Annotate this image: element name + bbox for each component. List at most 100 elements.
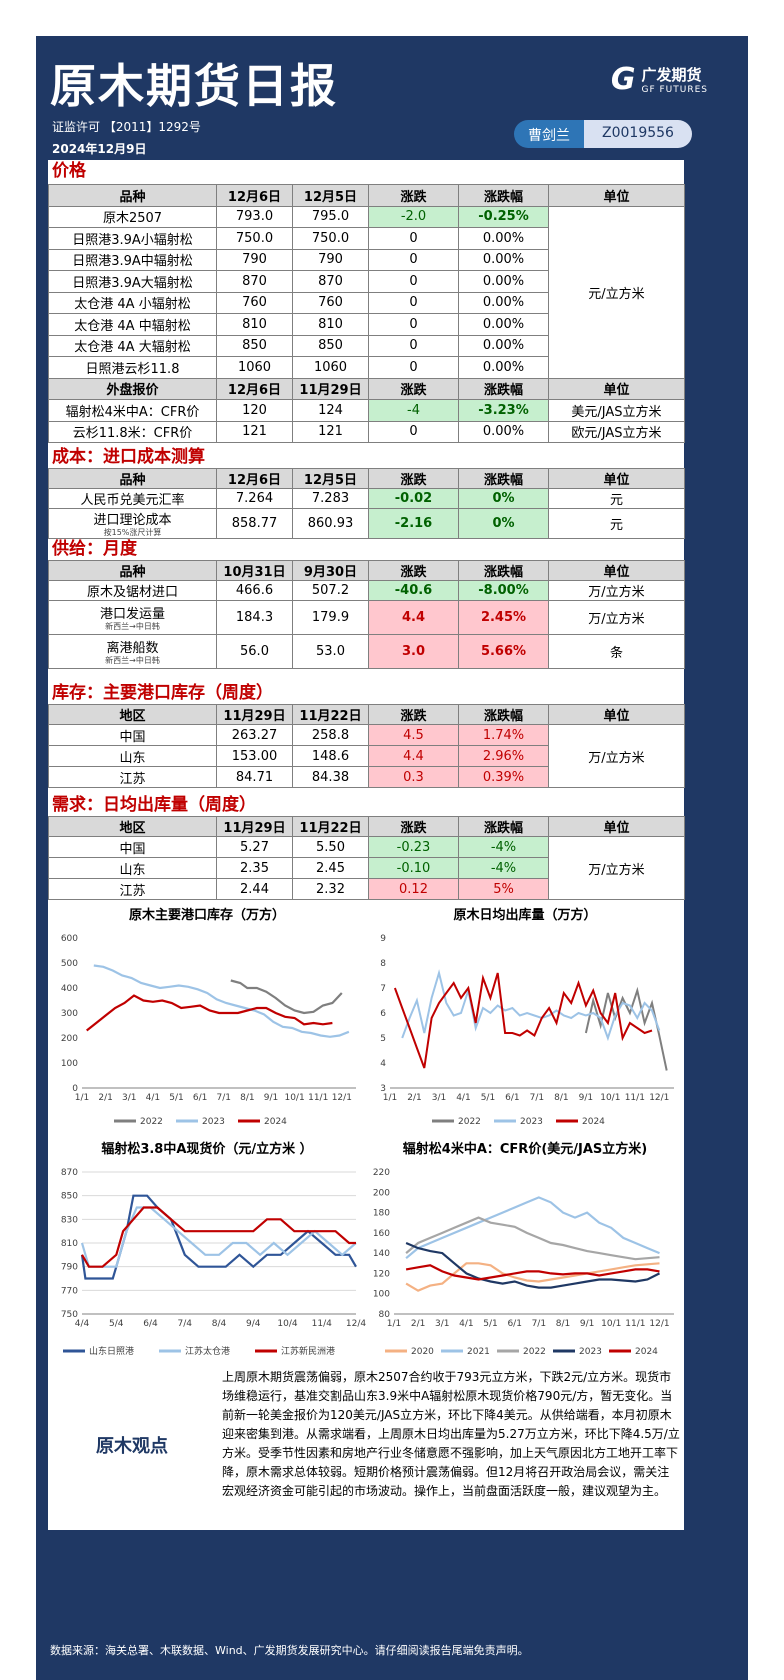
column-header: 12月5日: [292, 468, 369, 489]
series-line-2022: [230, 979, 343, 1015]
author-badge: 曹剑兰 Z0019556: [514, 120, 692, 148]
value-change-pct: 5.66%: [458, 634, 549, 669]
value-change-pct: 0.00%: [458, 313, 549, 336]
x-tick-label: 10/4: [277, 1319, 297, 1329]
series-line-2020: [405, 1262, 660, 1292]
x-tick-label: 4/1: [146, 1093, 160, 1103]
value-previous: 258.8: [292, 724, 369, 746]
value-previous: 53.0: [292, 634, 369, 669]
unit-cell: 条: [548, 634, 685, 669]
column-header: 单位: [548, 704, 685, 725]
y-tick-label: 4: [380, 1059, 386, 1069]
value-current: 1060: [216, 356, 293, 379]
unit-cell: 万/立方米: [548, 836, 685, 900]
series-line-2022: [584, 986, 668, 1071]
table-row: 原木及锯材进口 466.6 507.2 -40.6 -8.00% 万/立方米: [48, 580, 685, 601]
value-change-pct: -8.00%: [458, 580, 549, 601]
value-change: 0: [368, 291, 459, 314]
row-label: 山东: [48, 857, 217, 879]
y-tick-label: 790: [61, 1263, 78, 1273]
x-tick-label: 9/1: [579, 1093, 593, 1103]
table-row: 中国 263.27 258.8 4.5 1.74% 万/立方米: [48, 724, 685, 788]
x-tick-label: 9/1: [580, 1319, 594, 1329]
value-change: 0: [368, 420, 459, 443]
column-header: 11月29日: [292, 377, 369, 400]
x-tick-label: 8/1: [556, 1319, 570, 1329]
x-tick-label: 5/1: [169, 1093, 183, 1103]
x-tick-label: 7/1: [530, 1093, 544, 1103]
y-tick-label: 80: [379, 1310, 391, 1320]
value-current: 153.00: [216, 745, 293, 767]
column-header: 品种: [48, 468, 217, 489]
logo-en: GF FUTURES: [641, 85, 708, 95]
x-tick-label: 6/1: [505, 1093, 519, 1103]
row-label: 日照港3.9A小辐射松: [48, 227, 217, 250]
row-label: 太仓港 4A 中辐射松: [48, 313, 217, 336]
legend-label: 2023: [579, 1347, 602, 1357]
x-tick-label: 5/1: [483, 1319, 497, 1329]
value-previous: 850: [292, 334, 369, 357]
value-change: -0.02: [368, 488, 459, 509]
y-tick-label: 0: [72, 1084, 78, 1094]
value-change-pct: 0.00%: [458, 334, 549, 357]
row-name: 人民币兑美元汇率: [80, 493, 185, 508]
section-supply: 供给：月度: [52, 539, 137, 559]
column-header: 涨跌幅: [458, 377, 549, 400]
value-change: 0: [368, 313, 459, 336]
series-line-2023: [405, 1241, 660, 1289]
unit-cell: 万/立方米: [548, 724, 685, 788]
view-label: 原木观点: [96, 1436, 168, 1457]
x-tick-label: 8/4: [212, 1319, 227, 1329]
y-tick-label: 7: [380, 984, 386, 994]
x-tick-label: 1/1: [75, 1093, 89, 1103]
value-change-pct: 0.00%: [458, 291, 549, 314]
value-change-pct: 0%: [458, 488, 549, 509]
chart-cfr-title: 辐射松4米中A：CFR价(美元/JAS立方米): [402, 1142, 648, 1157]
row-label: 云杉11.8米：CFR价: [48, 420, 217, 443]
value-current: 121: [216, 420, 293, 443]
y-tick-label: 600: [61, 934, 78, 944]
chart-cfr: 80 100 120 140 160 180 200 220 1/1 2/1 3/1 4/1 5/1 6/…: [373, 1168, 674, 1357]
legend-label: 2020: [411, 1347, 434, 1357]
value-previous: 148.6: [292, 745, 369, 767]
value-change-pct: -3.23%: [458, 399, 549, 422]
unit-cell: 万/立方米: [548, 580, 685, 601]
column-header: 单位: [548, 468, 685, 489]
value-change-pct: 5%: [458, 878, 549, 900]
y-tick-label: 5: [380, 1034, 386, 1044]
column-header: 11月29日: [216, 816, 293, 837]
table-header-row: 品种 10月31日 9月30日 涨跌 涨跌幅 单位: [48, 560, 685, 581]
x-tick-label: 2/1: [411, 1319, 425, 1329]
unit-cell: 美元/JAS立方米: [548, 399, 685, 422]
x-tick-label: 5/1: [481, 1093, 495, 1103]
table-row: 人民币兑美元汇率 7.264 7.283 -0.02 0% 元: [48, 488, 685, 509]
value-current: 466.6: [216, 580, 293, 601]
value-current: 858.77: [216, 508, 293, 539]
value-current: 120: [216, 399, 293, 422]
x-tick-label: 11/1: [308, 1093, 328, 1103]
series-line-2023: [93, 964, 350, 1038]
legend-label: 2022: [458, 1117, 481, 1127]
table-header-row: 品种 12月6日 12月5日 涨跌 涨跌幅 单位: [48, 184, 685, 207]
row-label: 中国: [48, 724, 217, 746]
legend-label: 江苏新民洲港: [281, 1345, 335, 1357]
x-tick-label: 6/1: [193, 1093, 207, 1103]
row-label: 离港船数 新西兰→中日韩: [48, 634, 217, 669]
legend-label: 2024: [582, 1117, 605, 1127]
series-line-2024: [86, 994, 333, 1032]
value-change: -2.16: [368, 508, 459, 539]
value-change-pct: 0.39%: [458, 766, 549, 788]
report-date: 2024年12月9日: [52, 142, 147, 156]
x-tick-label: 2/1: [98, 1093, 112, 1103]
series-line-2021: [405, 1196, 660, 1260]
legend-label: 2024: [264, 1117, 287, 1127]
value-change-pct: 1.74%: [458, 724, 549, 746]
x-tick-label: 4/4: [75, 1319, 90, 1329]
value-change-pct: 0.00%: [458, 356, 549, 379]
value-current: 870: [216, 270, 293, 293]
value-current: 750.0: [216, 227, 293, 250]
value-change: 0: [368, 248, 459, 271]
value-change: 0: [368, 356, 459, 379]
row-name: 港口发运量: [99, 607, 165, 622]
legend-label: 山东日照港: [89, 1345, 134, 1357]
